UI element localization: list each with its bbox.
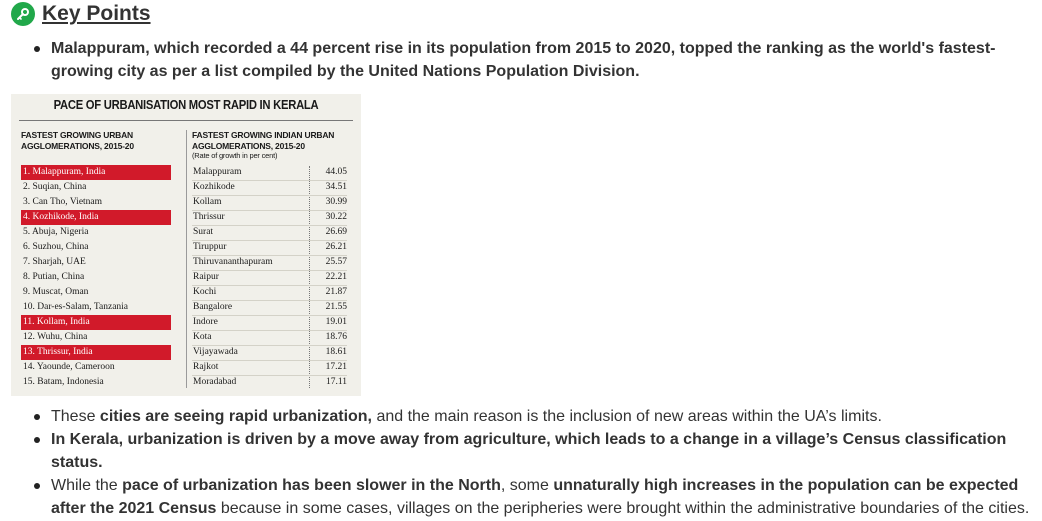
row-divider	[192, 195, 347, 196]
india-rate-cell: 21.55	[325, 302, 347, 312]
text: These	[51, 408, 100, 425]
row-divider	[192, 360, 347, 361]
bold-text: Malappuram, which recorded a 44 percent …	[51, 40, 996, 80]
text: because in some cases, villages on the p…	[216, 500, 1030, 517]
title-divider	[19, 120, 353, 121]
row-divider	[192, 210, 347, 211]
india-city-cell: Thrissur	[193, 212, 225, 222]
world-rank-row: 7. Sharjah, UAE	[23, 257, 86, 267]
row-divider	[192, 300, 347, 301]
bold-text: unnaturally high increases in the popula…	[51, 477, 1019, 517]
bold-text: cities are seeing rapid urbanization,	[99, 408, 372, 425]
world-rank-row: 2. Suqian, China	[23, 182, 87, 192]
india-header-line-1: FASTEST GROWING INDIAN URBAN	[192, 130, 335, 140]
india-rate-cell: 17.21	[325, 362, 347, 372]
world-header-line-2: AGGLOMERATIONS, 2015-20	[21, 140, 134, 151]
world-rank-row: 10. Dar-es-Salam, Tanzania	[23, 302, 129, 312]
india-city-cell: Bangalore	[193, 302, 233, 312]
india-city-cell: Rajkot	[193, 362, 219, 372]
row-divider	[192, 285, 347, 286]
text: and the main reason is the inclusion of …	[372, 408, 882, 425]
india-city-cell: Moradabad	[193, 377, 237, 387]
world-rank-row: 4. Kozhikode, India	[21, 210, 171, 225]
india-rate-cell: 26.21	[325, 242, 347, 252]
infographic-title: PACE OF URBANISATION MOST RAPID IN KERAL…	[53, 98, 319, 112]
india-rate-cell: 19.01	[325, 317, 347, 327]
bottom-bullet-list: These cities are seeing rapid urbanizati…	[31, 405, 1031, 520]
text: , some	[500, 477, 554, 494]
bullet-item: In Kerala, urbanization is driven by a m…	[31, 428, 1031, 474]
india-city-cell: Kollam	[193, 197, 222, 207]
bold-text: In Kerala, urbanization is driven by a m…	[51, 431, 1007, 471]
text: While the	[51, 477, 123, 494]
bullet-item: These cities are seeing rapid urbanizati…	[31, 405, 1031, 428]
key-points-heading: Key Points	[11, 1, 151, 27]
row-divider	[192, 375, 347, 376]
india-city-cell: Surat	[193, 227, 214, 237]
column-divider	[186, 130, 187, 388]
india-rate-cell: 17.11	[325, 377, 347, 387]
row-divider	[192, 225, 347, 226]
row-divider	[192, 255, 347, 256]
row-divider	[192, 270, 347, 271]
india-rate-cell: 44.05	[325, 167, 347, 177]
bullet-item: Malappuram, which recorded a 44 percent …	[31, 37, 1031, 83]
india-city-cell: Raipur	[193, 272, 219, 282]
india-city-cell: Thiruvananthapuram	[193, 257, 273, 267]
world-rank-row: 15. Batam, Indonesia	[23, 377, 104, 387]
india-rate-cell: 21.87	[325, 287, 347, 297]
world-rank-row: 6. Suzhou, China	[23, 242, 89, 252]
urbanisation-infographic: PACE OF URBANISATION MOST RAPID IN KERAL…	[11, 94, 361, 396]
world-column-header: FASTEST GROWING URBAN AGGLOMERATIONS, 20…	[21, 130, 134, 151]
world-rank-row: 12. Wuhu, China	[23, 332, 88, 342]
bold-text: pace of urbanization has been slower in …	[122, 477, 501, 494]
world-rank-row: 13. Thrissur, India	[21, 345, 171, 360]
india-rate-cell: 18.76	[325, 332, 347, 342]
world-rank-row: 8. Putian, China	[23, 272, 85, 282]
india-city-cell: Kozhikode	[193, 182, 235, 192]
india-rate-cell: 30.22	[325, 212, 347, 222]
india-city-cell: Kota	[193, 332, 212, 342]
top-bullet-list: Malappuram, which recorded a 44 percent …	[31, 37, 1031, 83]
heading-title: Key Points	[42, 2, 151, 25]
rate-dotted-divider	[309, 166, 310, 388]
world-rank-row: 11. Kollam, India	[21, 315, 171, 330]
india-header-line-2: AGGLOMERATIONS, 2015-20	[192, 140, 305, 151]
india-rate-cell: 22.21	[325, 272, 347, 282]
india-city-cell: Tiruppur	[193, 242, 227, 252]
world-rank-row: 3. Can Tho, Vietnam	[23, 197, 103, 207]
bullet-item: While the pace of urbanization has been …	[31, 474, 1031, 520]
india-city-cell: Malappuram	[193, 167, 242, 177]
key-icon	[11, 2, 35, 26]
row-divider	[192, 240, 347, 241]
india-city-cell: Indore	[193, 317, 218, 327]
world-rank-row: 1. Malappuram, India	[21, 165, 171, 180]
india-header-note: (Rate of growth in per cent)	[192, 151, 278, 160]
india-rate-cell: 26.69	[325, 227, 347, 237]
row-divider	[192, 315, 347, 316]
india-rate-cell: 34.51	[325, 182, 347, 192]
india-rate-cell: 25.57	[325, 257, 347, 267]
india-column-header: FASTEST GROWING INDIAN URBAN AGGLOMERATI…	[192, 130, 334, 162]
row-divider	[192, 330, 347, 331]
world-header-line-1: FASTEST GROWING URBAN	[21, 130, 133, 140]
india-rate-cell: 18.61	[325, 347, 347, 357]
world-rank-row: 14. Yaounde, Cameroon	[23, 362, 115, 372]
row-divider	[192, 345, 347, 346]
india-rate-cell: 30.99	[325, 197, 347, 207]
world-rank-row: 9. Muscat, Oman	[23, 287, 89, 297]
row-divider	[192, 180, 347, 181]
india-city-cell: Vijayawada	[193, 347, 238, 357]
world-rank-row: 5. Abuja, Nigeria	[23, 227, 89, 237]
india-city-cell: Kochi	[193, 287, 217, 297]
